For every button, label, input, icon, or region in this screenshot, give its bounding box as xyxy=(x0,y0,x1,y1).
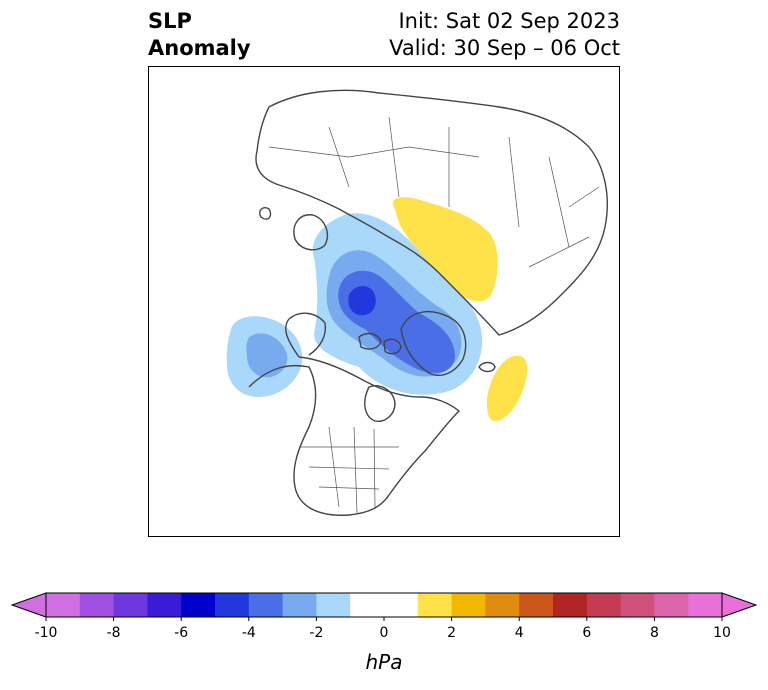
slp-anomaly-map xyxy=(148,66,620,537)
colorbar-tick-label: -10 xyxy=(35,625,58,641)
neg-anomaly-contour-2hpa-pacific xyxy=(246,333,288,378)
borders xyxy=(268,116,600,514)
colorbar-tick-label: -6 xyxy=(174,625,188,641)
colorbar-bin xyxy=(519,593,554,617)
colorbar-tick-label: 6 xyxy=(582,625,591,641)
colorbar-bin xyxy=(248,593,284,617)
map-canvas xyxy=(226,89,608,516)
colorbar-over-extend xyxy=(721,592,758,618)
colorbar-bin xyxy=(181,593,216,617)
colorbar-tick-label: -8 xyxy=(107,625,121,641)
colorbar-tick-label: 10 xyxy=(713,625,731,641)
colorbar-bin xyxy=(417,593,453,617)
colorbar-tick-label: -2 xyxy=(309,625,323,641)
map-title: SLP Anomaly xyxy=(148,8,251,62)
pos-anomaly-contour-atlantic xyxy=(486,355,528,422)
colorbar-bin xyxy=(79,593,115,617)
colorbar-under-extend xyxy=(10,592,47,618)
colorbar-bin xyxy=(147,593,182,617)
colorbar-tick-label: 4 xyxy=(515,625,524,641)
colorbar: -10 -8 -6 -4 -2 0 2 4 6 8 10 hPa xyxy=(0,585,768,686)
colorbar-bin xyxy=(113,593,148,617)
colorbar-bin xyxy=(282,593,317,617)
colorbar-bin xyxy=(553,593,588,617)
colorbar-bin xyxy=(350,593,419,617)
colorbar-bin xyxy=(586,593,622,617)
pos-anomaly-contour-siberia xyxy=(392,197,498,302)
colorbar-ticks: -10 -8 -6 -4 -2 0 2 4 6 8 10 xyxy=(35,617,731,641)
colorbar-bin xyxy=(620,593,655,617)
colorbar-unit-label: hPa xyxy=(366,650,403,674)
colorbar-bin xyxy=(654,593,689,617)
colorbar-bins xyxy=(10,592,758,618)
init-date: Init: Sat 02 Sep 2023 xyxy=(398,9,620,33)
colorbar-tick-label: 8 xyxy=(650,625,659,641)
colorbar-svg: -10 -8 -6 -4 -2 0 2 4 6 8 10 hPa xyxy=(10,592,758,674)
colorbar-tick-label: 2 xyxy=(447,625,456,641)
colorbar-bin xyxy=(688,593,723,617)
colorbar-bin xyxy=(451,593,486,617)
coastlines xyxy=(248,89,608,516)
forecast-dates: Init: Sat 02 Sep 2023 Valid: 30 Sep – 06… xyxy=(389,8,620,62)
colorbar-tick-label: -4 xyxy=(242,625,256,641)
title-line-1: SLP xyxy=(148,9,192,33)
colorbar-bin xyxy=(316,593,351,617)
colorbar-tick-label: 0 xyxy=(380,625,389,641)
colorbar-bin xyxy=(215,593,250,617)
title-line-2: Anomaly xyxy=(148,36,251,60)
neg-anomaly-contour-4hpa-north xyxy=(348,286,376,316)
colorbar-bin xyxy=(485,593,520,617)
colorbar-bin xyxy=(46,593,81,617)
valid-range: Valid: 30 Sep – 06 Oct xyxy=(389,36,620,60)
